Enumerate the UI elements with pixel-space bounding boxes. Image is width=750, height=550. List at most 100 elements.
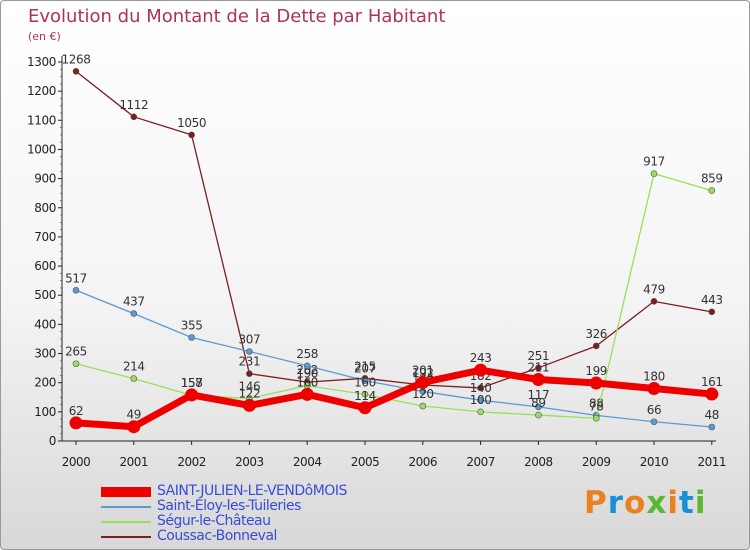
- x-tick-label: 2005: [351, 455, 380, 469]
- x-tick-label: 2000: [62, 455, 91, 469]
- data-label: 158: [181, 376, 203, 390]
- data-label: 117: [528, 388, 550, 402]
- data-point: [650, 418, 658, 426]
- y-tick-label: 500: [34, 288, 56, 302]
- legend-swatch: [101, 536, 151, 538]
- data-label: 258: [296, 347, 318, 361]
- data-label: 160: [296, 375, 318, 389]
- data-point: [188, 131, 195, 139]
- data-point: [72, 286, 80, 294]
- y-tick-label: 1000: [27, 142, 56, 156]
- data-point: [535, 403, 542, 411]
- data-label: 326: [585, 327, 607, 341]
- y-tick-label: 700: [34, 230, 56, 244]
- data-label: 140: [470, 381, 492, 395]
- data-point: [705, 387, 719, 401]
- data-point: [130, 375, 138, 382]
- series-line: [75, 289, 712, 428]
- logo-letter: t: [678, 485, 695, 521]
- series-line: [75, 366, 713, 431]
- data-point: [650, 298, 658, 305]
- x-tick-label: 2007: [466, 455, 495, 469]
- data-label: 479: [643, 282, 665, 296]
- data-label: 215: [354, 359, 376, 373]
- proxiti-logo: Proxiti: [584, 485, 706, 521]
- data-label: 207: [354, 362, 376, 376]
- data-point: [477, 408, 484, 416]
- legend-label: SAINT-JULIEN-LE-VENDôMOIS: [157, 483, 347, 499]
- logo-letter: P: [584, 485, 608, 521]
- y-tick-label: 900: [34, 172, 56, 186]
- data-point: [650, 170, 658, 177]
- legend-swatch: [101, 521, 151, 523]
- legend-label: Saint-Éloy-les-Tuileries: [157, 498, 301, 514]
- data-point: [127, 420, 141, 434]
- logo-letter: i: [694, 485, 707, 521]
- logo-letter: o: [624, 485, 647, 521]
- data-point: [647, 382, 661, 396]
- data-label: 251: [528, 349, 550, 363]
- x-tick-label: 2009: [582, 455, 611, 469]
- data-label: 1112: [119, 98, 148, 112]
- data-label: 1268: [62, 52, 91, 66]
- data-point: [419, 402, 427, 410]
- data-label: 214: [123, 360, 145, 374]
- x-tick-label: 2008: [524, 455, 553, 469]
- data-point: [358, 401, 372, 415]
- data-point: [477, 396, 484, 404]
- data-point: [246, 348, 253, 355]
- y-tick-label: 1100: [27, 113, 56, 127]
- data-label: 307: [239, 332, 261, 346]
- data-point: [474, 363, 488, 377]
- data-label: 146: [239, 379, 261, 393]
- x-tick-label: 2001: [120, 455, 149, 469]
- x-tick-label: 2004: [293, 455, 322, 469]
- x-tick-label: 2011: [698, 455, 727, 469]
- chart-title: Evolution du Montant de la Dette par Hab…: [28, 6, 446, 27]
- data-point: [361, 391, 369, 398]
- logo-letter: x: [646, 485, 668, 521]
- data-point: [708, 308, 716, 316]
- y-tick-label: 1300: [27, 55, 56, 69]
- data-point: [708, 423, 716, 431]
- y-tick-label: 800: [34, 201, 56, 215]
- data-label: 192: [412, 366, 434, 380]
- data-label: 437: [123, 295, 145, 309]
- data-label: 211: [528, 360, 550, 374]
- data-point: [72, 68, 80, 75]
- data-label: 66: [647, 403, 661, 417]
- data-label: 443: [701, 293, 723, 307]
- data-label: 265: [65, 345, 87, 359]
- data-point: [531, 372, 545, 386]
- chart-subtitle: (en €): [28, 30, 61, 43]
- y-tick-label: 0: [49, 434, 56, 448]
- data-label: 114: [354, 389, 376, 403]
- data-label: 122: [239, 386, 261, 400]
- data-label: 917: [643, 155, 665, 169]
- data-point: [708, 187, 716, 194]
- y-tick-label: 600: [34, 259, 56, 273]
- legend-swatch: [101, 506, 151, 508]
- data-point: [303, 362, 311, 370]
- series-line: [75, 70, 712, 389]
- logo-letter: r: [607, 485, 625, 521]
- data-label: 89: [531, 396, 545, 410]
- data-label: 100: [470, 393, 492, 407]
- y-tick-label: 100: [34, 405, 56, 419]
- data-point: [69, 416, 83, 430]
- data-point: [592, 342, 600, 350]
- legend-label: Coussac-Bonneval: [157, 528, 277, 544]
- data-label: 120: [412, 387, 434, 401]
- x-tick-label: 2003: [235, 455, 264, 469]
- data-label: 160: [354, 375, 376, 389]
- data-label: 157: [181, 376, 203, 390]
- data-label: 49: [127, 408, 141, 422]
- logo-letter: i: [667, 485, 679, 521]
- series-line: [75, 173, 712, 419]
- data-point: [589, 376, 603, 390]
- data-point: [416, 375, 430, 389]
- data-label: 231: [239, 355, 261, 369]
- data-point: [477, 384, 484, 392]
